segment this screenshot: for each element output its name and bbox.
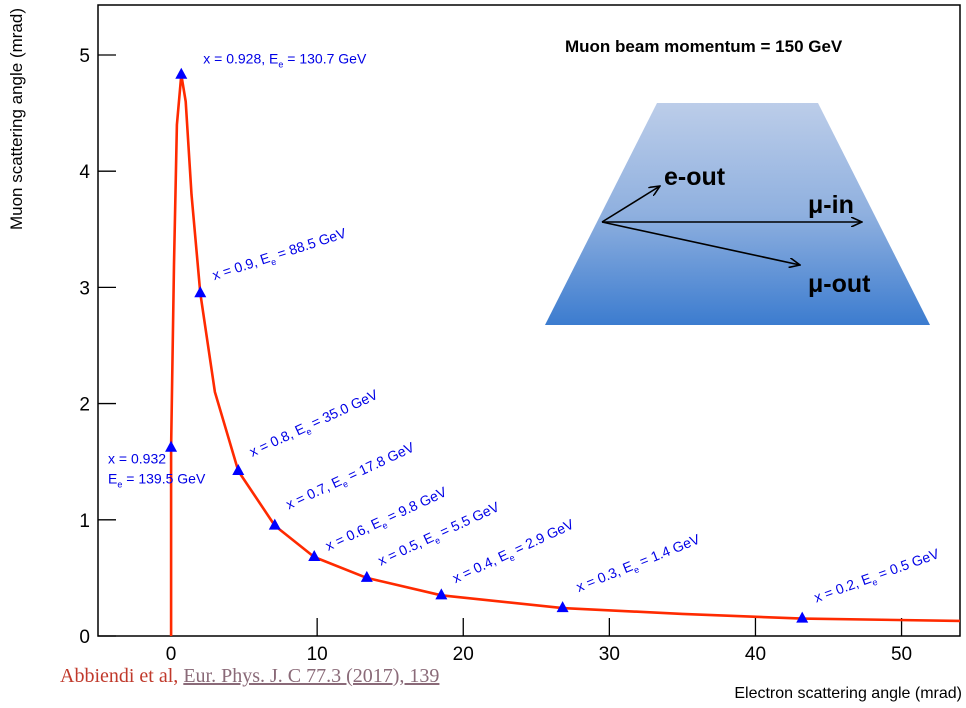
citation: Abbiendi et al, Eur. Phys. J. C 77.3 (20… [60, 665, 439, 687]
annotation: x = 0.928, Ee = 130.7 GeV [203, 51, 367, 70]
annotation-sub: e [632, 564, 640, 575]
annotation-part: x = 0.9, E [210, 249, 272, 283]
annotation: x = 0.932 [108, 451, 166, 467]
annotation-sub: e [508, 552, 517, 563]
y-tick-label: 4 [79, 162, 90, 183]
annotation-sub: e [381, 520, 390, 531]
annotation-sub: e [433, 535, 442, 546]
annotation: x = 0.9, Ee = 88.5 GeV [210, 224, 349, 285]
x-tick-label: 40 [745, 644, 766, 665]
marker [194, 286, 207, 298]
marker [796, 611, 809, 623]
annotation-part: x = 0.928, E [203, 51, 278, 67]
citation-link[interactable]: Eur. Phys. J. C 77.3 (2017), 139 [183, 665, 439, 687]
annotation-sub: e [278, 60, 283, 70]
x-tick-label: 20 [453, 644, 474, 665]
annotation: Ee = 139.5 GeV [108, 471, 206, 490]
annotation-part: = 130.7 GeV [283, 51, 367, 67]
y-tick-label: 5 [79, 46, 90, 67]
x-tick-label: 50 [891, 644, 912, 665]
curve [169, 73, 961, 636]
annotation-part: E [108, 471, 117, 487]
annotation: x = 0.3, Ee = 1.4 GeV [574, 530, 704, 597]
annotation: x = 0.2, Ee = 0.5 GeV [812, 545, 943, 608]
annotation-part: x = 0.5, E [375, 529, 436, 569]
annotation-sub: e [341, 479, 350, 490]
marker [308, 549, 321, 561]
annotation: x = 0.8, Ee = 35.0 GeV [247, 386, 382, 463]
citation-authors: Abbiendi et al, [60, 665, 183, 687]
marker [435, 588, 448, 600]
annotation-part: x = 0.6, E [323, 514, 384, 554]
marker [360, 570, 373, 582]
inset-label: μ-in [808, 191, 854, 219]
y-tick-label: 1 [79, 511, 90, 532]
annotation-part: = 2.9 GeV [508, 516, 576, 559]
annotation-part: x = 0.7, E [283, 473, 344, 513]
arrow [601, 221, 800, 265]
annotation-part: x = 0.8, E [247, 420, 308, 460]
annotation-part: x = 0.3, E [574, 558, 635, 595]
inset-title: Muon beam momentum = 150 GeV [565, 37, 843, 56]
y-tick-label: 2 [79, 395, 90, 416]
y-tick-label: 3 [79, 278, 90, 299]
plot-frame [97, 4, 961, 637]
x-tick-label: 30 [599, 644, 620, 665]
y-axis-title: Muon scattering angle (mrad) [7, 8, 26, 230]
marker [175, 67, 188, 79]
y-tick-label: 0 [79, 627, 90, 648]
annotation-sub: e [270, 256, 278, 267]
annotation-part: = 1.4 GeV [634, 530, 703, 570]
arrow [601, 186, 660, 223]
annotation-part: = 88.5 GeV [272, 224, 349, 263]
marker [165, 440, 178, 452]
inset-label: μ-out [808, 270, 871, 298]
annotation-part: = 139.5 GeV [122, 471, 206, 487]
annotation-part: = 0.5 GeV [872, 545, 941, 583]
annotation-part: = 17.8 GeV [342, 439, 417, 486]
annotation-part: = 5.5 GeV [434, 498, 502, 541]
inset-label: e-out [664, 163, 726, 191]
annotation-sub: e [305, 426, 314, 437]
annotation-part: x = 0.2, E [812, 570, 873, 605]
x-tick-label: 0 [166, 644, 177, 665]
annotation-sub: e [871, 577, 879, 588]
marker [232, 463, 245, 475]
x-axis-title: Electron scattering angle (mrad) [734, 685, 962, 702]
marker [268, 518, 281, 530]
x-tick-label: 10 [307, 644, 328, 665]
annotation-part: = 9.8 GeV [381, 483, 449, 526]
annotation-part: = 35.0 GeV [305, 386, 380, 433]
marker [556, 601, 569, 613]
annotation-part: x = 0.4, E [450, 546, 511, 586]
detector-shape [545, 103, 930, 325]
annotation-sub: e [117, 480, 122, 490]
